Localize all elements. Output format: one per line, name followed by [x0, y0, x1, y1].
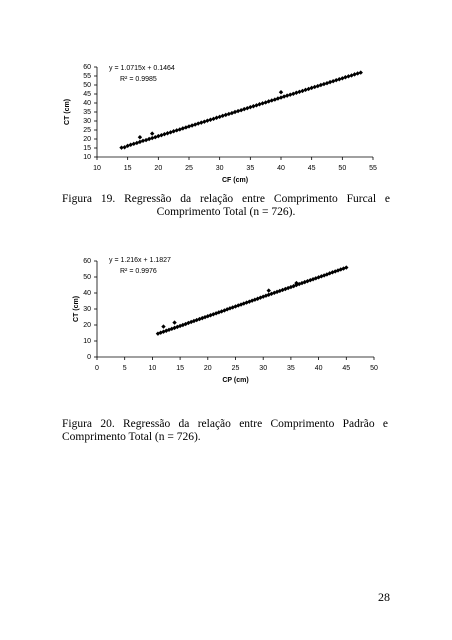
point [269, 98, 274, 103]
point [172, 320, 177, 325]
y-tick-label: 40 [83, 100, 91, 107]
y-tick-label: 60 [83, 64, 91, 71]
x-tick-label: 5 [123, 365, 127, 372]
point [224, 307, 230, 312]
point [257, 102, 262, 107]
point [278, 90, 284, 95]
x-tick-label: 15 [124, 165, 132, 172]
point [211, 312, 216, 317]
y-tick-label: 30 [83, 118, 91, 125]
point [125, 143, 130, 149]
y-tick-label: 50 [83, 274, 91, 281]
x-tick-label: 45 [342, 365, 350, 372]
x-tick-label: 25 [185, 165, 193, 172]
point [140, 138, 146, 143]
caption: Figura 19. Regressão da relação entre Co… [62, 193, 390, 218]
point [315, 83, 320, 89]
point [272, 97, 278, 102]
point [241, 301, 247, 306]
x-tick-label: 15 [176, 365, 184, 372]
y-tick-label: 30 [83, 306, 91, 313]
y-tick-label: 15 [83, 145, 91, 152]
point [119, 145, 124, 150]
y-axis-title: CT (cm) [73, 296, 80, 322]
y-tick-label: 20 [83, 136, 91, 143]
page-number: 28 [378, 590, 390, 604]
point [150, 131, 155, 136]
y-tick-label: 45 [83, 91, 91, 98]
equation: y = 1.0715x + 0.1464 [109, 65, 175, 72]
point [220, 113, 225, 118]
point [226, 111, 232, 117]
y-tick-label: 10 [83, 338, 91, 345]
equation: R² = 0.9976 [120, 268, 157, 275]
point [202, 314, 208, 320]
y-tick-label: 55 [83, 73, 91, 80]
x-tick-label: 35 [246, 165, 254, 172]
point [186, 124, 192, 129]
point [284, 93, 290, 98]
equation: R² = 0.9985 [120, 76, 157, 83]
y-tick-label: 0 [87, 354, 91, 361]
point [172, 325, 177, 331]
point [245, 106, 250, 111]
y-tick-label: 25 [83, 127, 91, 134]
x-tick-label: 20 [204, 365, 212, 372]
point [137, 135, 143, 140]
x-tick-label: 20 [154, 165, 162, 172]
x-tick-label: 50 [338, 165, 346, 172]
y-tick-label: 60 [83, 258, 91, 265]
point [355, 71, 360, 76]
point [343, 75, 348, 80]
point [159, 133, 164, 138]
x-tick-label: 25 [232, 365, 240, 372]
x-tick-label: 55 [369, 165, 377, 172]
point [232, 109, 238, 115]
x-tick-label: 40 [315, 365, 323, 372]
point [199, 120, 204, 125]
point [202, 119, 207, 124]
point [266, 288, 271, 293]
x-tick-label: 50 [370, 365, 378, 372]
point [192, 122, 198, 127]
caption: Figura 20. Regressão da relação entre Co… [62, 418, 388, 443]
x-tick-label: 10 [149, 365, 157, 372]
x-tick-label: 45 [308, 165, 316, 172]
point [180, 126, 186, 131]
y-tick-label: 20 [83, 322, 91, 329]
point [194, 317, 199, 323]
point [358, 70, 363, 75]
x-tick-label: 35 [287, 365, 295, 372]
point [122, 145, 127, 150]
x-axis-title: CP (cm) [222, 377, 248, 384]
point [344, 265, 349, 270]
y-tick-label: 35 [83, 109, 91, 116]
point [155, 331, 161, 336]
point [233, 304, 238, 309]
y-tick-label: 50 [83, 82, 91, 89]
y-tick-label: 40 [83, 290, 91, 297]
point [146, 136, 152, 142]
x-tick-label: 30 [216, 165, 224, 172]
point [164, 328, 169, 333]
point [330, 79, 336, 84]
x-tick-label: 0 [95, 365, 99, 372]
point [134, 140, 140, 146]
x-axis-title: CF (cm) [222, 177, 248, 184]
y-tick-label: 10 [83, 154, 91, 161]
equation: y = 1.216x + 1.1827 [109, 257, 171, 264]
point [238, 108, 244, 113]
x-tick-label: 10 [93, 165, 101, 172]
y-axis-title: CT (cm) [64, 99, 71, 125]
point [186, 320, 191, 326]
x-tick-label: 40 [277, 165, 285, 172]
x-tick-label: 30 [259, 365, 267, 372]
point [161, 324, 166, 329]
